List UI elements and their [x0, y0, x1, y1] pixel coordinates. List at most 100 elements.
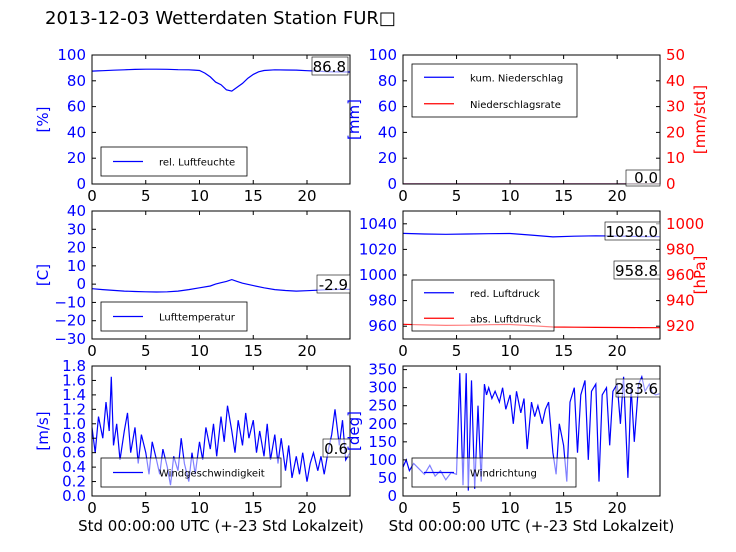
- legend-box: [411, 279, 555, 332]
- y-tick-label-right: 940: [666, 292, 695, 310]
- x-tick-label: 10: [501, 342, 520, 360]
- y-tick-label-right: 50: [666, 46, 685, 64]
- y-axis-label: [%]: [34, 107, 52, 133]
- y-axis-label: [deg]: [345, 411, 363, 451]
- y-axis-label: [mm]: [345, 99, 363, 140]
- y-tick-label-right: 30: [666, 98, 685, 116]
- x-tick-label: 15: [554, 187, 573, 205]
- y-axis-label-right: [hPa]: [691, 256, 709, 295]
- x-tick-label: 0: [87, 342, 97, 360]
- y-tick-label: 150: [368, 433, 397, 451]
- y-tick-label: 0: [76, 175, 86, 193]
- x-tick-label: 5: [452, 499, 462, 517]
- y-tick-label-right: 960: [666, 266, 695, 284]
- series-line-1: [92, 376, 350, 486]
- x-tick-label: 15: [554, 342, 573, 360]
- legend-label: Lufttemperatur: [159, 313, 236, 324]
- y-tick-label: 0.0: [62, 487, 86, 505]
- x-tick-label: 15: [244, 499, 263, 517]
- series-line-1: [92, 278, 350, 293]
- y-tick-label-right: 40: [666, 72, 685, 90]
- y-tick-label: 40: [67, 123, 86, 141]
- x-tick-label: 15: [244, 187, 263, 205]
- value-annotation-box: [322, 438, 351, 458]
- x-tick-label: 20: [297, 499, 316, 517]
- y-axis-label: [m/s]: [34, 411, 52, 450]
- y-tick-label: 40: [67, 202, 86, 220]
- y-tick-label: 60: [378, 98, 397, 116]
- legend-label: Windrichtung: [470, 469, 537, 480]
- y-tick-label: 60: [67, 98, 86, 116]
- legend-label: abs. Luftdruck: [470, 314, 541, 325]
- y-tick-label: 20: [67, 149, 86, 167]
- y-tick-label-right: 0: [666, 175, 676, 193]
- y-tick-label: 10: [67, 257, 86, 275]
- y-tick-label: 1000: [359, 266, 397, 284]
- legend-label: red. Luftdruck: [470, 289, 540, 300]
- y-tick-label: 50: [378, 469, 397, 487]
- y-tick-label: 100: [368, 46, 397, 64]
- y-tick-label: 1.2: [62, 400, 86, 418]
- y-tick-label: 80: [378, 72, 397, 90]
- value-annotation: 958.8: [615, 262, 658, 280]
- y-tick-label: 960: [368, 317, 397, 335]
- legend-label: kum. Niederschlag: [470, 73, 563, 84]
- value-annotation-box: [613, 260, 661, 280]
- value-annotation-box: [615, 378, 661, 398]
- x-tick-label: 0: [398, 187, 408, 205]
- x-tick-label: 0: [398, 342, 408, 360]
- y-tick-label: 350: [368, 361, 397, 379]
- y-tick-label: 300: [368, 379, 397, 397]
- y-tick-label: 200: [368, 415, 397, 433]
- y-axis-label-right: [mm/std]: [691, 85, 709, 154]
- x-tick-label: 10: [190, 187, 209, 205]
- plot-frame: [402, 365, 661, 497]
- x-tick-label: 20: [608, 342, 627, 360]
- y-tick-label: −30: [54, 330, 86, 348]
- x-tick-label: 20: [608, 187, 627, 205]
- y-tick-label: 1.4: [62, 386, 86, 404]
- y-tick-label-right: 1000: [666, 215, 704, 233]
- legend-label: Niederschlagsrate: [470, 100, 561, 111]
- legend-label: rel. Luftfeuchte: [159, 158, 235, 169]
- value-annotation-box: [316, 274, 351, 294]
- value-annotation: -2.9: [319, 276, 348, 294]
- value-annotation: 283.6: [615, 380, 658, 398]
- value-annotation-box: [604, 221, 661, 241]
- page-title: 2013-12-03 Wetterdaten Station FUR□: [45, 8, 396, 29]
- x-tick-label: 5: [452, 187, 462, 205]
- series-line-1: [403, 373, 660, 491]
- x-tick-label: 5: [141, 499, 151, 517]
- y-tick-label: 1020: [359, 240, 397, 258]
- plot-frame: [91, 54, 351, 185]
- x-tick-label: 20: [608, 499, 627, 517]
- y-tick-label: 0.4: [62, 458, 86, 476]
- chart-panel-pressure: 0 5 10 15 20 960 980 1000 1020 1040 920 940 960 980 10…: [359, 210, 709, 360]
- x-tick-label: 0: [87, 499, 97, 517]
- y-tick-label: 0.6: [62, 444, 86, 462]
- x-tick-label: 10: [501, 187, 520, 205]
- y-tick-label: 0.8: [62, 429, 86, 447]
- y-tick-label-right: 920: [666, 317, 695, 335]
- x-tick-label: 20: [297, 342, 316, 360]
- y-tick-label: 20: [67, 239, 86, 257]
- y-tick-label: −10: [54, 293, 86, 311]
- y-tick-label: 100: [57, 46, 86, 64]
- chart-panel-precipitation: 0 5 10 15 20 0 20 40 60 80 100 0 10 20 30 40 50 [mm] [mm/s…: [345, 46, 709, 205]
- x-tick-label: 10: [190, 342, 209, 360]
- value-annotation: 0.0: [634, 169, 658, 187]
- x-tick-label: 10: [190, 499, 209, 517]
- y-tick-label-right: 10: [666, 149, 685, 167]
- x-axis-label: Std 00:00:00 UTC (+-23 Std Lokalzeit): [389, 517, 675, 535]
- y-tick-label: 100: [368, 451, 397, 469]
- y-tick-label: 1.6: [62, 371, 86, 389]
- x-tick-label: 0: [398, 499, 408, 517]
- x-tick-label: 10: [501, 499, 520, 517]
- y-tick-label: −20: [54, 312, 86, 330]
- y-tick-label: 0: [76, 275, 86, 293]
- y-tick-label: 1040: [359, 215, 397, 233]
- plot-frame: [402, 54, 661, 185]
